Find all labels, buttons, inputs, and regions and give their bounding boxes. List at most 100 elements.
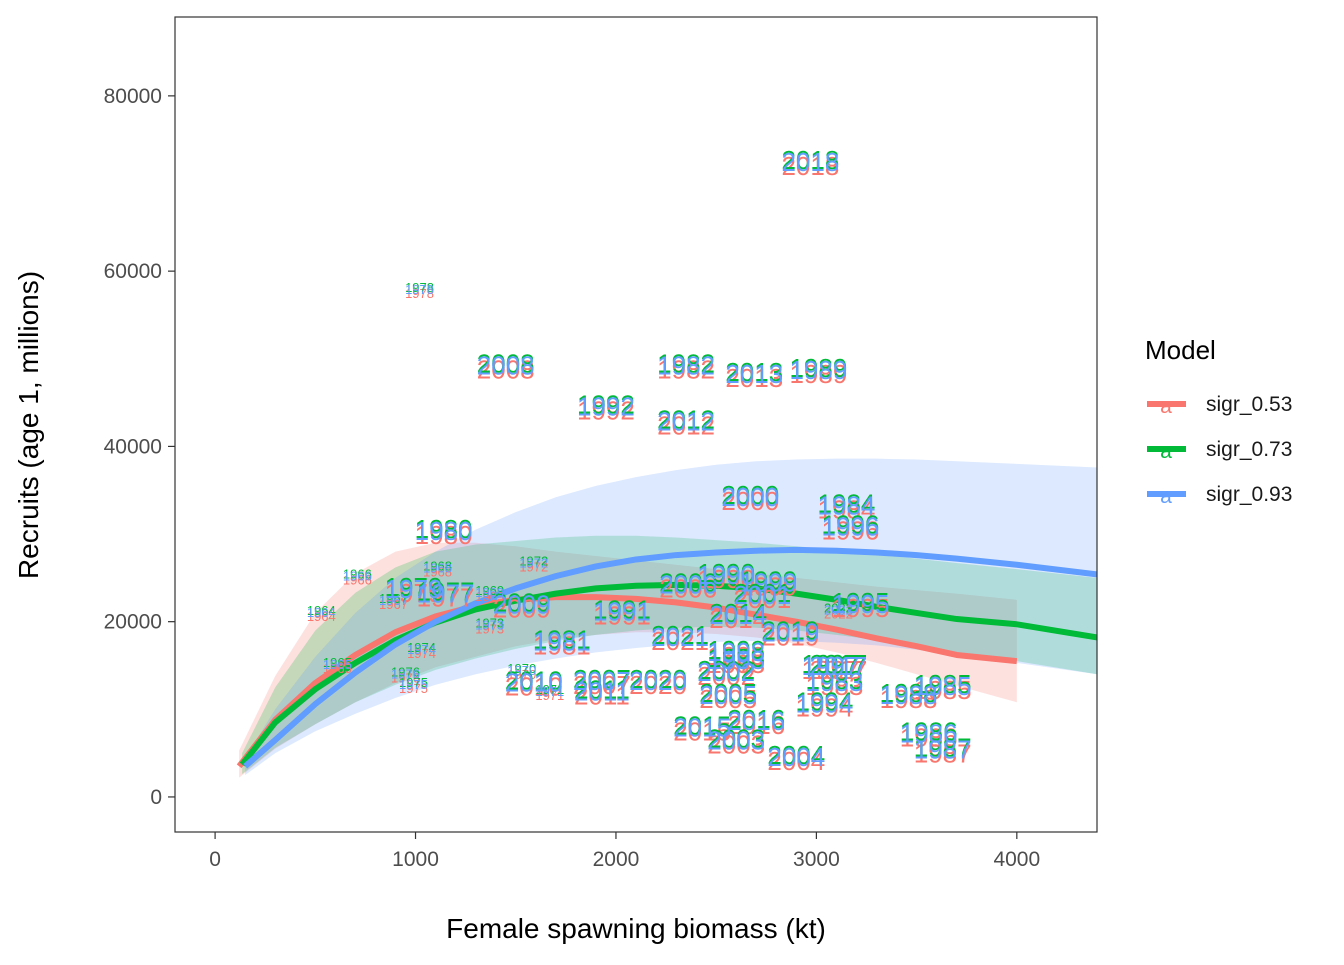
year-label-1968: 1968 [423, 565, 452, 580]
year-label-1970: 1970 [507, 661, 536, 676]
year-label-2004: 2004 [767, 740, 825, 770]
year-label-2007: 2007 [573, 664, 631, 694]
year-label-2002: 2002 [697, 657, 755, 687]
year-label-1977: 1977 [417, 582, 475, 612]
year-label-1980: 1980 [415, 516, 473, 546]
year-label-1980: 1980 [415, 514, 473, 544]
year-label-1996: 1996 [822, 516, 880, 546]
confidence-band-sigr_0.73 [242, 535, 1097, 775]
year-label-1989: 1989 [789, 353, 847, 383]
year-label-2002: 2002 [697, 661, 755, 691]
year-label-1990: 1990 [697, 558, 755, 588]
year-label-1969: 1969 [475, 589, 504, 604]
year-label-1990: 1990 [697, 564, 755, 594]
year-label-2008: 2008 [477, 348, 535, 378]
legend-label: sigr_0.73 [1206, 438, 1292, 461]
year-label-2017: 2017 [810, 649, 868, 679]
year-label-2018: 2018 [781, 151, 839, 181]
year-label-2019: 2019 [761, 622, 819, 652]
year-label-1988: 1988 [880, 684, 938, 714]
year-label-2011: 2011 [574, 674, 630, 704]
year-labels-sigr_0.93: 1964 1965 1966 1967 1968 1969 1970 1971 1972 1973… [307, 147, 972, 772]
year-label-1967: 1967 [379, 593, 408, 608]
year-label-1974: 1974 [407, 646, 436, 661]
year-label-1986: 1986 [900, 722, 958, 752]
y-tick-label: 60000 [104, 260, 162, 283]
year-label-1972: 1972 [519, 559, 548, 574]
legend-key-glyph: a [1160, 395, 1172, 418]
year-label-2011: 2011 [574, 680, 630, 710]
year-label-2014: 2014 [709, 604, 767, 634]
year-label-2009: 2009 [493, 594, 551, 624]
year-label-1979: 1979 [385, 574, 443, 604]
year-label-2020: 2020 [629, 666, 687, 696]
year-label-1997: 1997 [801, 655, 859, 685]
year-label-1969: 1969 [475, 583, 504, 598]
year-label-1976: 1976 [391, 667, 420, 682]
legend-label: sigr_0.53 [1206, 393, 1292, 416]
year-label-1964: 1964 [307, 605, 336, 620]
year-labels: 1964 1965 1966 1967 1968 1969 1970 1971 1972 1973… [307, 145, 972, 776]
year-label-1982: 1982 [657, 348, 715, 378]
year-label-2015: 2015 [673, 716, 731, 746]
year-label-1992: 1992 [577, 396, 635, 426]
year-label-2011: 2011 [574, 676, 630, 706]
year-label-1977: 1977 [417, 578, 475, 608]
year-label-1971: 1971 [535, 688, 564, 703]
year-label-2007: 2007 [573, 666, 631, 696]
year-label-2009: 2009 [493, 590, 551, 620]
year-label-1985: 1985 [914, 671, 972, 701]
x-tick-label: 3000 [793, 848, 840, 871]
legend-entry-sigr_0.73: a sigr_0.73 [1147, 438, 1292, 463]
year-label-1994: 1994 [795, 689, 853, 719]
year-label-1970: 1970 [507, 667, 536, 682]
year-label-1966: 1966 [343, 566, 372, 581]
fit-curve-sigr_0.73 [239, 581, 1097, 767]
year-label-2003: 2003 [707, 729, 765, 759]
year-label-1996: 1996 [822, 512, 880, 542]
legend-label: sigr_0.93 [1206, 483, 1292, 506]
year-label-2019: 2019 [761, 618, 819, 648]
year-label-1984: 1984 [818, 491, 876, 521]
year-label-1969: 1969 [475, 585, 504, 600]
x-tick-label: 4000 [993, 848, 1040, 871]
year-label-1998: 1998 [707, 637, 765, 667]
year-label-2021: 2021 [651, 620, 709, 650]
year-label-2017: 2017 [810, 655, 868, 685]
year-label-1972: 1972 [519, 555, 548, 570]
year-label-1985: 1985 [914, 669, 972, 699]
year-label-1977: 1977 [417, 576, 475, 606]
year-label-2008: 2008 [477, 354, 535, 384]
year-label-2006: 2006 [659, 573, 717, 603]
x-tick-label: 2000 [593, 848, 640, 871]
year-label-1972: 1972 [519, 553, 548, 568]
year-label-1973: 1973 [475, 617, 504, 632]
legend-entry-sigr_0.53: a sigr_0.53 [1147, 393, 1292, 418]
year-label-1966: 1966 [343, 568, 372, 583]
year-label-2018: 2018 [781, 145, 839, 175]
year-label-1994: 1994 [795, 687, 853, 717]
year-label-1985: 1985 [914, 675, 972, 705]
year-label-1988: 1988 [880, 678, 938, 708]
year-label-1965: 1965 [323, 657, 352, 672]
legend-key-glyph: a [1160, 440, 1172, 463]
year-label-2020: 2020 [629, 670, 687, 700]
year-label-2000: 2000 [721, 480, 779, 510]
year-label-1998: 1998 [707, 641, 765, 671]
year-label-1999: 1999 [739, 566, 797, 596]
year-label-2013: 2013 [725, 359, 783, 389]
year-label-2019: 2019 [761, 616, 819, 646]
year-label-1981: 1981 [533, 624, 591, 654]
y-axis: 0 20000 40000 60000 80000 [104, 85, 175, 809]
year-label-2009: 2009 [493, 588, 551, 618]
year-label-1997: 1997 [801, 651, 859, 681]
confidence-band-sigr_0.93 [245, 458, 1097, 776]
x-tick-label: 1000 [392, 848, 439, 871]
year-labels-sigr_0.53: 1964 1965 1966 1967 1968 1969 1970 1971 1972 1973… [307, 151, 972, 776]
year-label-1968: 1968 [423, 561, 452, 576]
y-tick-label: 0 [150, 786, 162, 809]
year-label-2010: 2010 [505, 668, 563, 698]
legend-entry-sigr_0.93: a sigr_0.93 [1147, 483, 1292, 508]
year-label-1992: 1992 [577, 390, 635, 420]
